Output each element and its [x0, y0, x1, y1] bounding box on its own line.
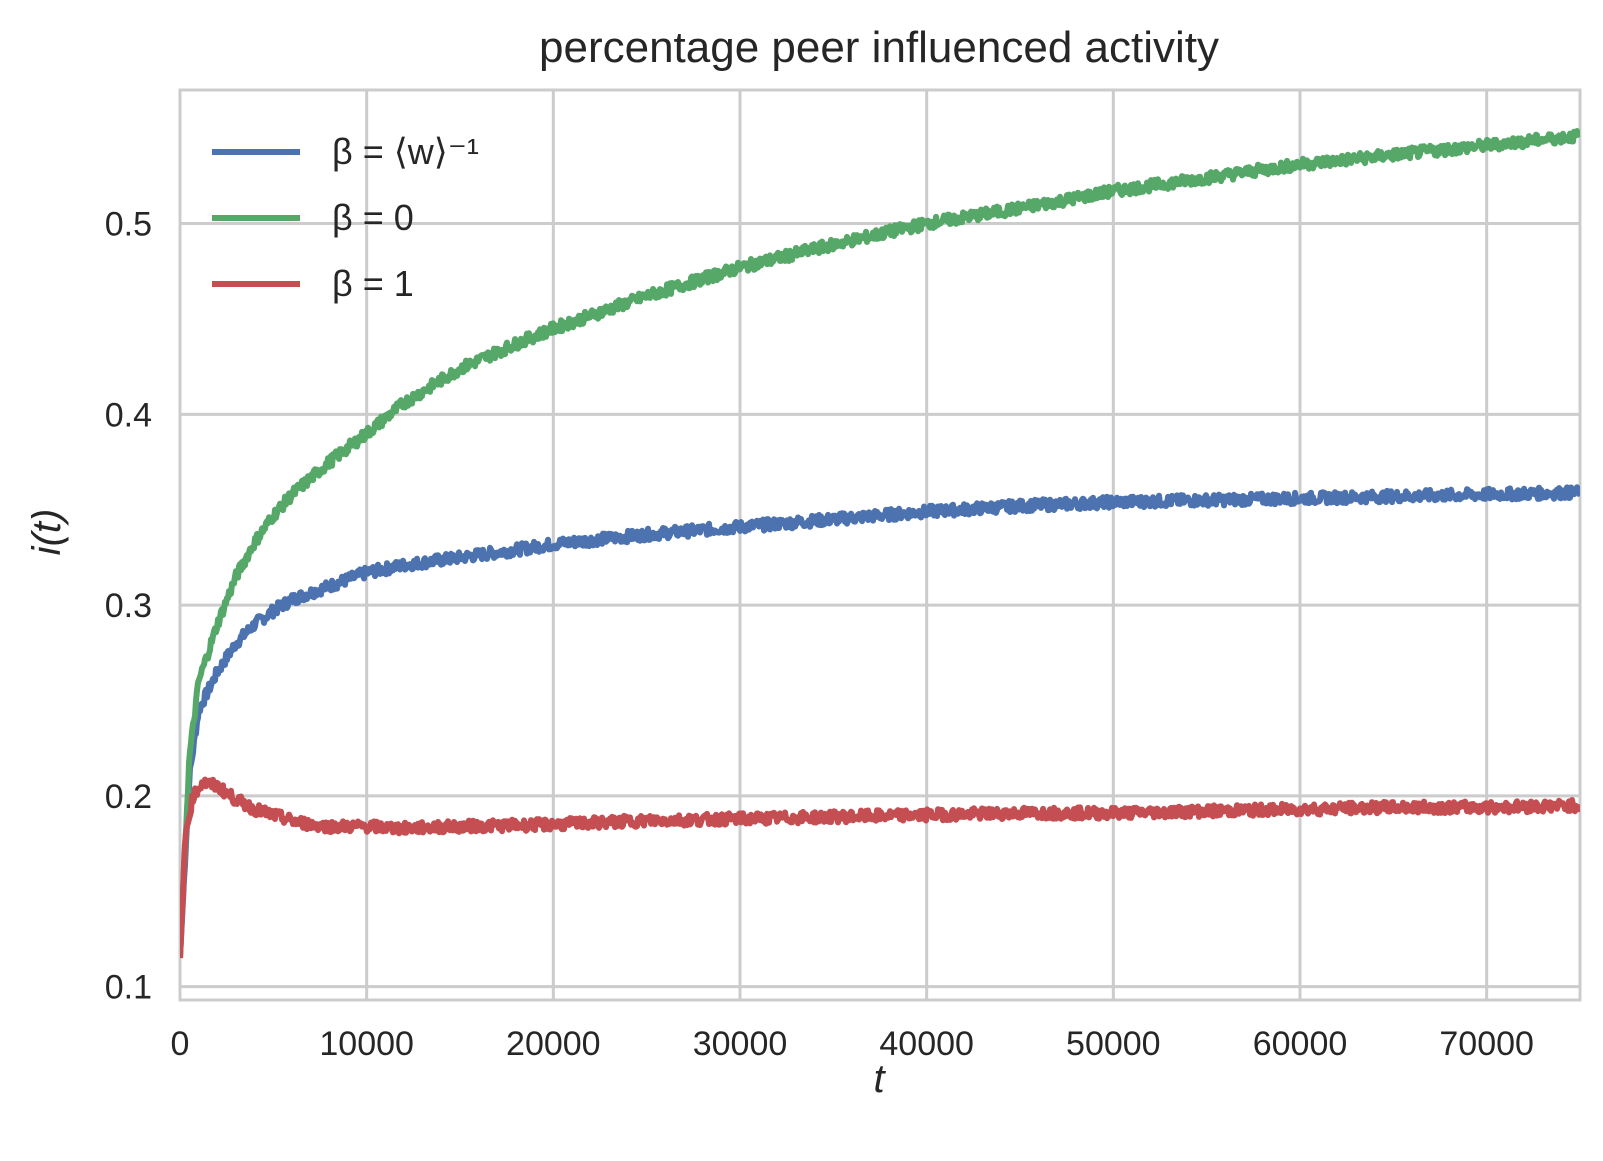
y-tick-label: 0.1: [105, 969, 152, 1007]
y-tick-label: 0.3: [105, 587, 152, 625]
series-line-0: [180, 484, 1580, 959]
x-tick-label: 60000: [1253, 1025, 1348, 1063]
legend-label-1: β = 0: [332, 197, 414, 238]
x-tick-label: 20000: [506, 1025, 601, 1063]
x-tick-labels: 0 10000 20000 30000 40000 50000 60000 70000: [171, 1025, 1534, 1063]
legend-label-0: β = ⟨w⟩⁻¹: [332, 131, 479, 172]
x-tick-label: 10000: [319, 1025, 414, 1063]
y-tick-label: 0.5: [105, 206, 152, 244]
y-tick-label: 0.4: [105, 396, 152, 434]
chart-title: percentage peer influenced activity: [539, 23, 1219, 72]
x-tick-label: 0: [171, 1025, 190, 1063]
series-line-1: [180, 128, 1580, 959]
x-tick-label: 50000: [1066, 1025, 1161, 1063]
x-axis-label: t: [873, 1057, 886, 1101]
legend: β = ⟨w⟩⁻¹ β = 0 β = 1: [212, 131, 479, 304]
x-tick-label: 30000: [693, 1025, 788, 1063]
y-axis-label: i(t): [25, 509, 69, 556]
y-tick-label: 0.2: [105, 778, 152, 816]
plot-frame: [178, 88, 1582, 1002]
series-layer: [180, 128, 1580, 959]
legend-label-2: β = 1: [332, 263, 414, 304]
y-tick-labels: 0.1 0.2 0.3 0.4 0.5: [105, 206, 152, 1007]
x-tick-label: 70000: [1439, 1025, 1534, 1063]
x-tick-label: 40000: [879, 1025, 974, 1063]
series-line-2: [180, 776, 1580, 959]
